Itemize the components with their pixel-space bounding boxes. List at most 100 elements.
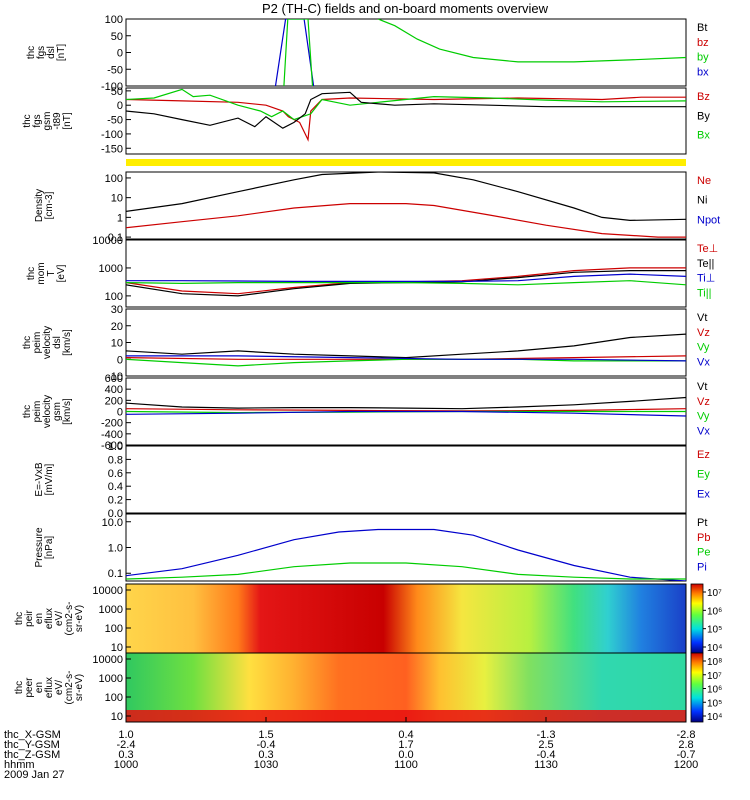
- colorbar-tick-label: 10⁵: [707, 698, 722, 709]
- y-axis-label-line: en: [34, 682, 45, 693]
- y-tick-label: 100: [105, 623, 123, 635]
- legend-entry-Bt: Bt: [697, 22, 707, 34]
- y-axis-label-line: fgs: [32, 114, 43, 127]
- y-axis-label-line: eflux: [44, 677, 55, 698]
- x-row-value: 1000: [114, 759, 138, 771]
- x-row-value: 1200: [674, 759, 698, 771]
- x-row-label: hhmm: [4, 759, 35, 771]
- x-row-label: thc_Z-GSM: [4, 749, 60, 761]
- legend-entry-Vz: Vz: [697, 327, 710, 339]
- y-tick-label: -600: [101, 440, 123, 452]
- y-axis-label-line: [nPa]: [44, 536, 55, 560]
- y-axis-label-line: gsm: [52, 402, 63, 421]
- x-row-value: 1.0: [118, 729, 133, 741]
- legend-entry-Pe: Pe: [697, 547, 710, 559]
- x-row-value: 0.3: [118, 749, 133, 761]
- legend-entry-Npot: Npot: [697, 214, 720, 226]
- y-axis-label: thcpeimvelocitygsm[km/s]: [22, 395, 73, 428]
- y-axis-label: thcpeerenefluxeV/(cm2-s-sr-eV): [14, 671, 85, 705]
- y-axis-label-line: (cm2-s-: [64, 671, 75, 705]
- legend-entry-bx: bx: [697, 66, 709, 78]
- y-axis-label-line: [cm-3]: [44, 191, 55, 219]
- legend-entry-Bx: Bx: [697, 130, 710, 142]
- y-tick-label: 0.6: [108, 468, 123, 480]
- y-tick-label: 10000: [92, 235, 123, 247]
- panel-density: 100 10 1 0.1 Density[cm-3] Ne Ni Npot: [34, 171, 720, 244]
- panel-velocity_dsl: 30 20 10 0 -10 thcpeimvelocitydsl[km/s] Vt Vz Vy…: [22, 304, 710, 383]
- legend-entry-by: by: [697, 52, 709, 64]
- y-axis-label-line: E=-VxB: [34, 462, 45, 497]
- x-row-value: 0.4: [398, 729, 413, 741]
- legend-entry-Ex: Ex: [697, 488, 710, 500]
- x-row-value: -1.3: [537, 729, 556, 741]
- y-axis-label-line: thc: [14, 681, 25, 694]
- y-axis-label: thcpeirenefluxeV/(cm2-s-sr-eV): [14, 602, 85, 636]
- mode-strip-bar: [126, 159, 686, 166]
- legend-entry-Ey: Ey: [697, 469, 710, 481]
- x-row-value: -0.4: [257, 739, 276, 751]
- y-tick-label: 1: [117, 212, 123, 224]
- y-tick-label: 1000: [99, 263, 123, 275]
- y-tick-label: 0.4: [108, 481, 123, 493]
- panel-electron_spec: 10⁸ 10⁷ 10⁶ 10⁵ 10⁴ 10000 1000 100 10 thcpeerenef…: [14, 652, 722, 723]
- y-axis-label: E=-VxB[mV/m]: [34, 462, 55, 497]
- x-row-label: thc_X-GSM: [4, 729, 61, 741]
- x-row-value: 2.8: [678, 739, 693, 751]
- panel-frame: [125, 445, 687, 514]
- x-row-value: 1.5: [258, 729, 273, 741]
- colorbar-tick-label: 10⁷: [707, 671, 722, 682]
- series-line-Vx: [126, 355, 686, 362]
- legend-entry-Vt: Vt: [697, 381, 707, 393]
- y-axis-label-line: Pressure: [34, 527, 45, 567]
- y-tick-label: 200: [105, 395, 123, 407]
- y-axis-label-line: dsl: [52, 336, 63, 349]
- y-axis-label-line: [mV/m]: [44, 463, 55, 495]
- legend-entry-Vy: Vy: [697, 411, 710, 423]
- colorbar-tick-label: 10⁴: [707, 712, 722, 723]
- y-tick-label: 100: [105, 173, 123, 185]
- series-line-Ti⊥: [126, 273, 686, 282]
- y-tick-label: 10000: [92, 654, 123, 666]
- y-tick-label: -100: [101, 129, 123, 141]
- y-tick-label: 30: [111, 304, 123, 316]
- y-axis-label-line: fgs: [36, 46, 47, 59]
- panel-efield: 1.00.8 0.60.4 0.20.0 E=-VxB[mV/m] Ez Ey Ex: [34, 441, 710, 520]
- y-axis-label-line: thc: [26, 46, 37, 59]
- y-tick-label: -50: [107, 64, 123, 76]
- y-tick-label: -400: [101, 429, 123, 441]
- y-tick-label: 0.1: [108, 568, 123, 580]
- y-axis-label-line: Density: [34, 189, 45, 222]
- y-axis-label-line: velocity: [42, 326, 53, 359]
- y-axis-label-line: T: [46, 270, 57, 276]
- x-row-value: 0.0: [398, 749, 413, 761]
- legend-entry-Ti⊥: Ti⊥: [697, 273, 715, 285]
- y-axis-label-line: thc: [26, 267, 37, 280]
- colorbar-tick-label: 10⁵: [707, 625, 722, 636]
- y-tick-label: 400: [105, 384, 123, 396]
- y-tick-label: -10: [107, 371, 123, 383]
- colorbar-tick-label: 10⁶: [707, 685, 722, 696]
- series-line-Vx: [126, 410, 686, 417]
- y-axis-label-line: peim: [32, 401, 43, 423]
- y-axis-label-line: sr-eV): [74, 605, 85, 632]
- y-tick-label: 10: [111, 642, 123, 654]
- x-row-label: thc_Y-GSM: [4, 739, 60, 751]
- y-axis-label-line: [nT]: [62, 112, 73, 129]
- y-axis-label: thcfgsgsm-t89[nT]: [22, 112, 73, 131]
- panel-frame: [125, 239, 687, 308]
- y-tick-label: 0.2: [108, 495, 123, 507]
- y-axis-label-line: dsl: [46, 46, 57, 59]
- series-line-Ti||: [126, 280, 686, 286]
- spectrogram-image: [126, 584, 686, 653]
- x-row-value: -2.4: [117, 739, 136, 751]
- y-axis-label-line: eV/: [54, 611, 65, 626]
- x-row-value: 1100: [394, 759, 418, 771]
- legend-entry-Pi: Pi: [697, 561, 707, 573]
- y-axis-label-line: thc: [22, 114, 33, 127]
- panel-frame: [125, 87, 687, 155]
- y-axis-label-line: [km/s]: [62, 329, 73, 356]
- legend-entry-Vt: Vt: [697, 312, 707, 324]
- colorbar: [690, 583, 704, 654]
